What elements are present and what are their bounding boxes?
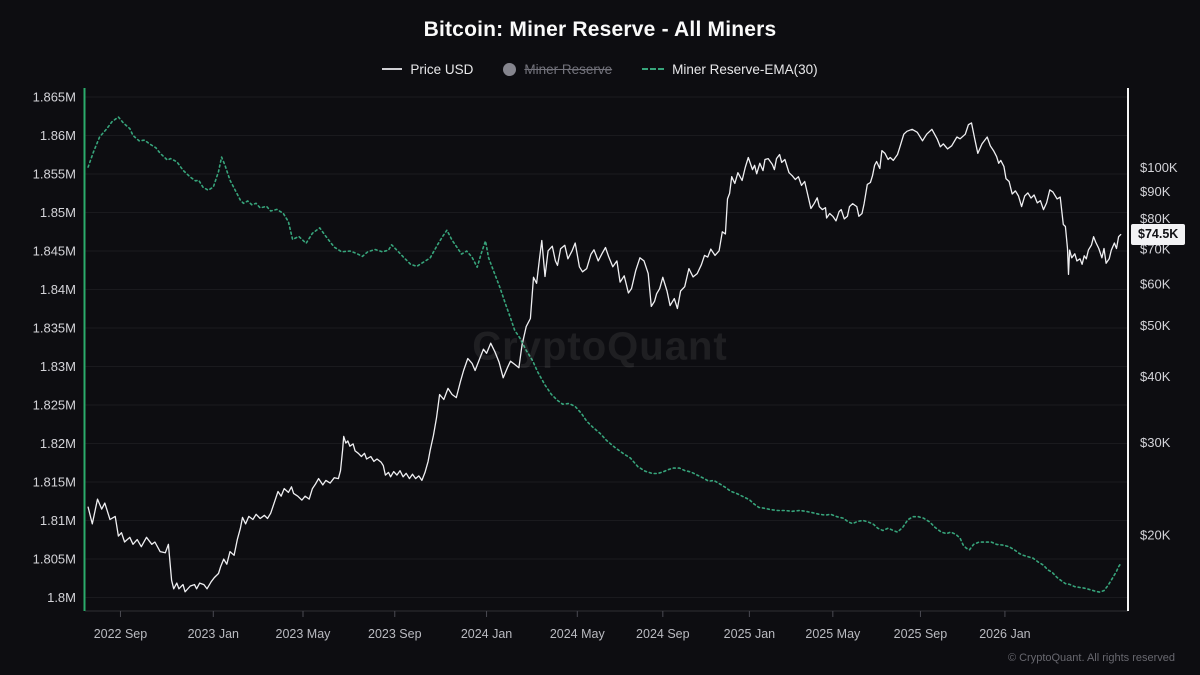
left-axis-label: 1.85M (40, 205, 76, 220)
x-tick-label: 2024 Jan (461, 627, 512, 641)
left-axis-label: 1.825M (33, 398, 76, 413)
right-axis-label: $60K (1140, 277, 1171, 292)
left-axis-label: 1.83M (40, 359, 76, 374)
series-miner-reserve-ema-30- (87, 116, 1122, 593)
left-axis-label: 1.805M (33, 552, 76, 567)
right-axis-label: $70K (1140, 241, 1171, 256)
last-price-badge: $74.5K (1131, 223, 1186, 246)
left-axis-label: 1.86M (40, 128, 76, 143)
left-axis-label: 1.815M (33, 475, 76, 490)
x-tick-label: 2025 Jan (724, 627, 775, 641)
chart-title: Bitcoin: Miner Reserve - All Miners (423, 18, 777, 41)
x-tick-label: 2024 May (550, 627, 606, 641)
right-axis-label: $80K (1140, 211, 1171, 226)
legend-label: Miner Reserve (524, 61, 613, 77)
left-axis-label: 1.845M (33, 244, 76, 259)
legend-item-miner-reserve[interactable]: Miner Reserve (503, 62, 612, 77)
left-axis-label: 1.835M (33, 321, 76, 336)
x-tick-label: 2023 May (276, 627, 332, 641)
legend-label: Price USD (410, 61, 474, 77)
copyright-text: © CryptoQuant. All rights reserved (1007, 652, 1175, 664)
right-axis-label: $50K (1140, 318, 1171, 333)
left-axis-label: 1.84M (40, 282, 76, 297)
right-axis-label: $100K (1140, 160, 1178, 175)
x-tick-label: 2024 Sep (636, 627, 690, 641)
right-axis-label: $90K (1140, 184, 1171, 199)
left-axis-label: 1.855M (33, 167, 76, 182)
left-axis-label: 1.82M (40, 436, 76, 451)
right-axis-label: $30K (1140, 435, 1171, 450)
x-tick-label: 2026 Jan (979, 627, 1030, 641)
right-axis-label: $20K (1140, 528, 1171, 543)
x-tick-label: 2025 May (805, 627, 861, 641)
left-axis-label: 1.81M (40, 513, 76, 528)
line-marker-icon (382, 68, 403, 70)
left-axis-label: 1.865M (33, 90, 76, 105)
legend-label: Miner Reserve-EMA(30) (672, 61, 818, 77)
dash-marker-icon (642, 68, 665, 70)
x-tick-label: 2023 Sep (368, 627, 422, 641)
right-axis-label: $40K (1140, 369, 1171, 384)
series-price-usd (87, 122, 1122, 593)
legend-item-price-usd[interactable]: Price USD (382, 62, 473, 77)
legend-item-miner-reserve-ema-30-[interactable]: Miner Reserve-EMA(30) (642, 62, 818, 77)
legend: Price USD Miner Reserve Miner Reserve-EMA(… (0, 58, 1200, 80)
x-tick-label: 2025 Sep (894, 627, 948, 641)
x-tick-label: 2023 Jan (188, 627, 239, 641)
left-axis-label: 1.8M (47, 590, 76, 605)
circle-marker-icon (503, 62, 517, 76)
x-tick-label: 2022 Sep (94, 627, 148, 641)
